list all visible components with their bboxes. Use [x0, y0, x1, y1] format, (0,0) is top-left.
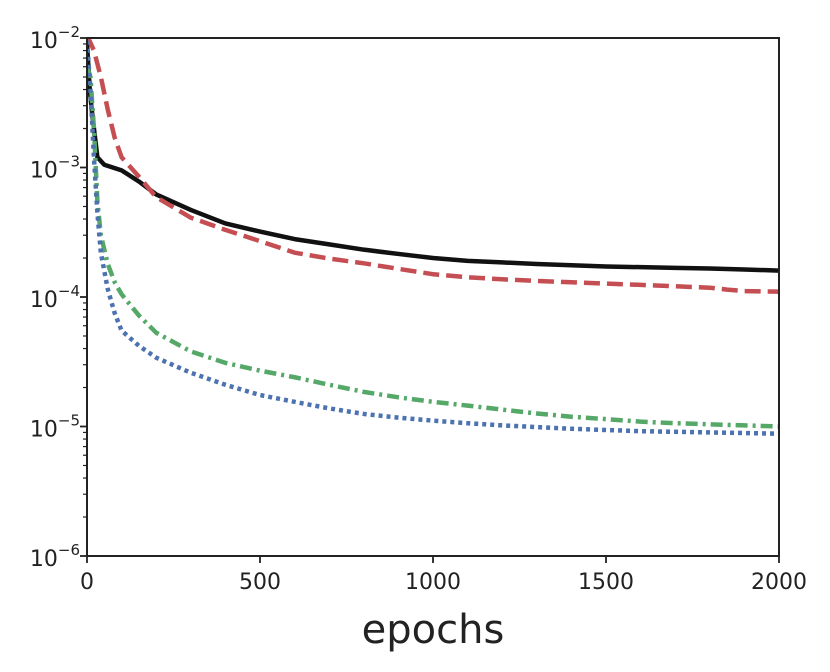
- x-tick-label: 500: [239, 570, 281, 595]
- plot-frame: [86, 37, 780, 557]
- x-tick-label: 0: [80, 570, 94, 595]
- y-tick-label: 10−4: [30, 282, 80, 313]
- y-tick-label: 10−6: [30, 541, 80, 572]
- x-axis-label: epochs: [362, 607, 505, 653]
- y-tick-label: 10−2: [30, 23, 80, 54]
- series-line-solid: [87, 43, 779, 273]
- series-layer: [87, 38, 779, 436]
- axes-layer: 0 500 1000 1500 2000 10−6 10−5 10−4 10−3 10−2: [30, 23, 807, 595]
- series-line-dashed: [87, 38, 779, 294]
- x-tick-label: 2000: [751, 570, 807, 595]
- x-tick-label: 1000: [405, 570, 461, 595]
- x-tick-label: 1500: [578, 570, 634, 595]
- y-tick-label: 10−5: [30, 412, 80, 443]
- series-line-dotted: [87, 40, 779, 436]
- series-line-dashdot: [87, 66, 779, 429]
- y-tick-label: 10−3: [30, 153, 80, 184]
